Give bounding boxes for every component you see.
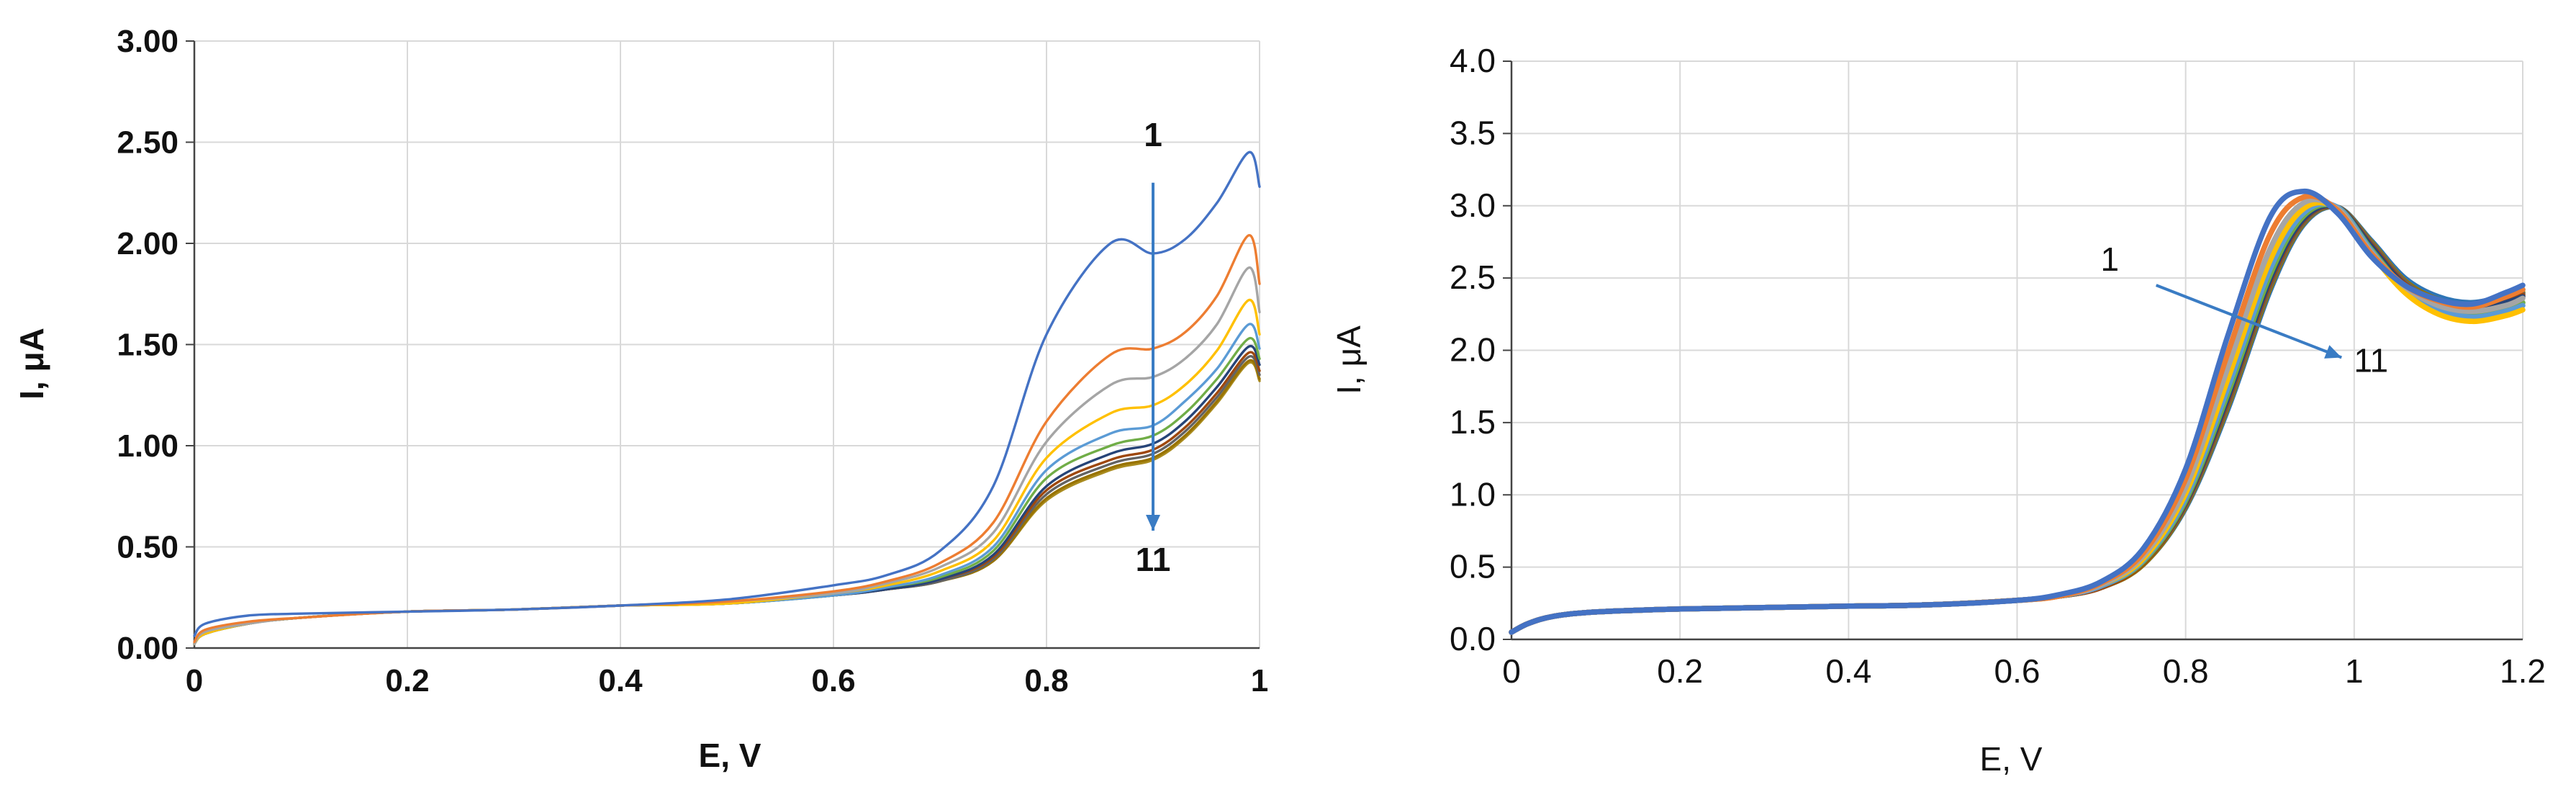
x-tick-label: 0.4	[598, 663, 643, 698]
arrow-head	[1146, 515, 1160, 531]
chart-right: 0 0.2 0.4 0.6 0.8 1 1.2 0.0 0.5 1.0 1.5 2.0 2.5 3.0 3.…	[1330, 42, 2546, 778]
x-tick-label: 0.6	[1994, 652, 2041, 690]
series-line-2	[193, 234, 1261, 644]
curve-index-label: 1	[2100, 240, 2119, 278]
y-tick-label: 0.50	[117, 530, 178, 565]
axes-left	[186, 40, 1260, 649]
y-axis-title: I, μA	[13, 328, 50, 400]
tick-labels-left: 0 0.2 0.4 0.6 0.8 1 0.00 0.50 1.00 1.50 2.00 2.50 3.…	[117, 24, 1268, 698]
curve-index-label: 1	[1144, 116, 1162, 153]
x-tick-label: 0	[186, 663, 203, 698]
x-tick-label: 0.2	[385, 663, 429, 698]
y-tick-label: 3.5	[1450, 114, 1496, 151]
x-tick-label: 0.6	[811, 663, 855, 698]
y-tick-label: 0.0	[1450, 620, 1496, 657]
tick-labels-right: 0 0.2 0.4 0.6 0.8 1 1.2 0.0 0.5 1.0 1.5 2.0 2.5 3.0 3.…	[1450, 42, 2546, 690]
y-tick-label: 2.0	[1450, 331, 1496, 369]
y-tick-label: 1.5	[1450, 403, 1496, 441]
axes-right	[1503, 60, 2523, 641]
series-group-left	[193, 150, 1261, 646]
y-tick-label: 1.0	[1450, 475, 1496, 513]
arrow-line	[2155, 284, 2342, 359]
y-tick-label: 0.5	[1450, 548, 1496, 585]
curve-index-label: 11	[1136, 541, 1171, 578]
grid-right	[1511, 60, 2523, 639]
x-tick-label: 1	[1251, 663, 1268, 698]
y-tick-label: 0.00	[117, 631, 178, 666]
x-axis-title: E, V	[699, 737, 761, 774]
y-tick-label: 2.50	[117, 125, 178, 161]
x-tick-label: 0.4	[1825, 652, 1871, 690]
y-tick-label: 1.50	[117, 328, 178, 363]
y-tick-label: 2.00	[117, 226, 178, 261]
series-line-1	[1509, 188, 2526, 635]
y-tick-label: 3.0	[1450, 186, 1496, 224]
annotations-right: 111	[2100, 240, 2388, 379]
annotations-left: 111	[1136, 116, 1171, 578]
series-line-1	[193, 150, 1261, 637]
x-tick-label: 1	[2345, 652, 2364, 690]
arrow-head	[2324, 345, 2342, 359]
y-tick-label: 2.5	[1450, 258, 1496, 296]
x-tick-label: 0.8	[1024, 663, 1068, 698]
x-tick-label: 0	[1502, 652, 1521, 690]
x-tick-label: 1.2	[2500, 652, 2546, 690]
chart-left: 0 0.2 0.4 0.6 0.8 1 0.00 0.50 1.00 1.50 2.00 2.50 3.…	[13, 24, 1268, 774]
y-tick-label: 4.0	[1450, 42, 1496, 79]
x-axis-title: E, V	[1980, 740, 2043, 778]
curve-index-label: 11	[2354, 342, 2388, 379]
y-tick-label: 1.00	[117, 428, 178, 464]
y-axis-title: I, μA	[1330, 325, 1368, 395]
x-tick-label: 0.8	[2163, 652, 2209, 690]
y-tick-label: 3.00	[117, 24, 178, 59]
x-tick-label: 0.2	[1657, 652, 1703, 690]
series-group-right	[1509, 188, 2526, 635]
